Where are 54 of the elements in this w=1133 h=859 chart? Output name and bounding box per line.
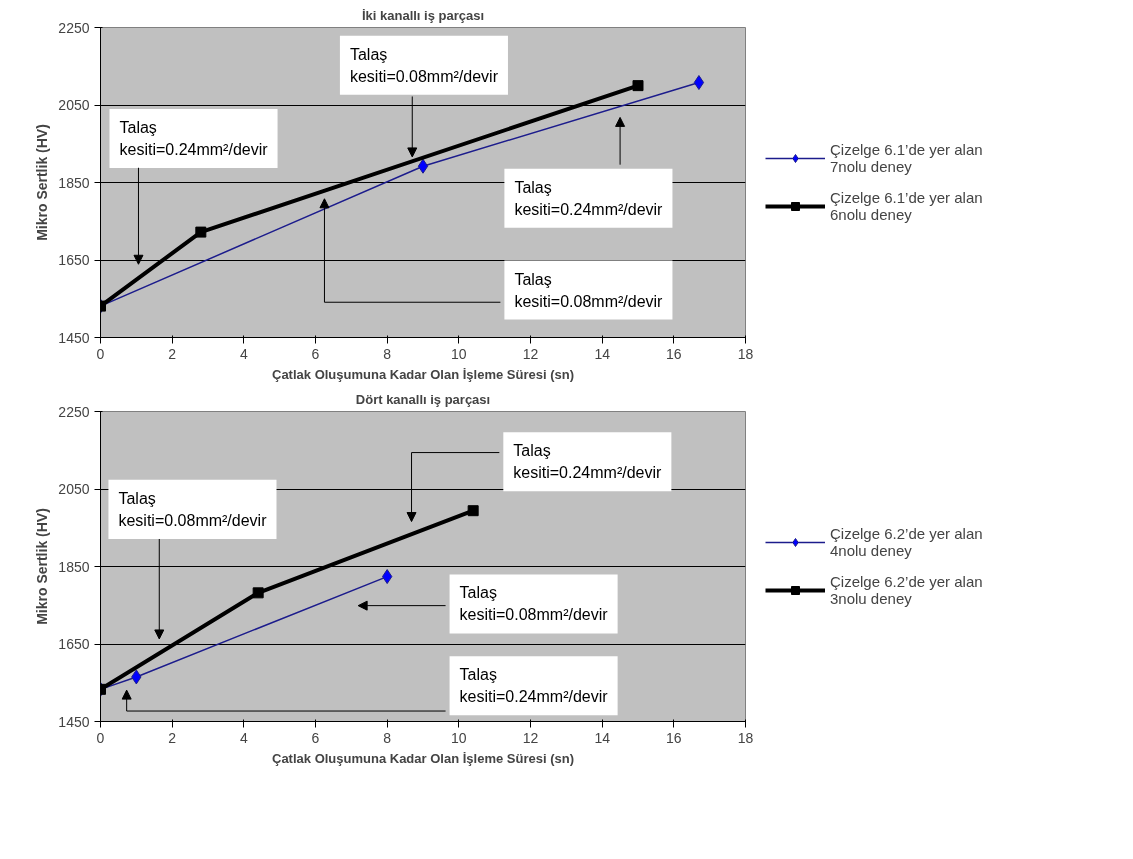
annotation: Talaş kesiti=0.08mm²/devir: [514, 270, 664, 310]
legend-label: Çizelge 6.2’de yer alan 3nolu deney: [830, 573, 983, 607]
annotation: Talaş kesiti=0.08mm²/devir: [118, 489, 268, 529]
x-tick-label: 14: [594, 345, 611, 362]
x-tick-label: 18: [737, 345, 754, 362]
y-tick-label: 1450: [58, 713, 90, 730]
x-tick-label: 16: [666, 729, 682, 746]
x-axis-title: Çatlak Oluşumuna Kadar Olan İşleme Süresi (sn): [272, 750, 574, 766]
y-axis-title: Mikro Sertlik (HV): [34, 124, 51, 241]
x-tick-label: 16: [666, 345, 682, 362]
y-tick-label: 2250: [58, 403, 90, 420]
y-tick-label: 2050: [58, 97, 90, 113]
point: [195, 226, 207, 238]
annotation: Talaş kesiti=0.08mm²/devir: [349, 45, 499, 85]
y-tick-label: 2050: [58, 481, 90, 497]
x-tick-label: 6: [311, 345, 320, 362]
annotation: Talaş kesiti=0.24mm²/devir: [514, 178, 664, 218]
y-tick-label: 2250: [58, 19, 90, 36]
annotation: Talaş kesiti=0.24mm²/devir: [119, 119, 269, 159]
x-tick-label: 4: [239, 345, 248, 362]
x-tick-label: 2: [168, 345, 177, 362]
legend-label: Çizelge 6.1’de yer alan 7nolu deney: [830, 141, 983, 175]
x-tick-label: 8: [383, 729, 392, 746]
x-tick-label: 12: [522, 345, 539, 362]
chart-title: Dört kanallı iş parçası: [355, 391, 491, 407]
annotation: Talaş kesiti=0.24mm²/devir: [513, 442, 663, 482]
point: [632, 80, 644, 92]
y-tick-label: 1850: [58, 174, 90, 191]
x-tick-label: 18: [737, 729, 754, 746]
point: [252, 587, 264, 599]
point: [417, 158, 429, 174]
legend-label: Çizelge 6.1’de yer alan 6nolu deney: [830, 189, 983, 223]
x-tick-label: 10: [451, 729, 467, 746]
x-tick-label: 8: [383, 345, 392, 362]
x-tick-label: 12: [522, 729, 539, 746]
x-tick-label: 14: [594, 729, 611, 746]
point: [467, 505, 479, 517]
x-tick-label: 6: [311, 729, 320, 746]
y-tick-label: 1650: [58, 252, 90, 268]
x-tick-label: 0: [96, 345, 105, 362]
y-tick-label: 1850: [58, 558, 90, 575]
y-axis-title: Mikro Sertlik (HV): [34, 508, 51, 625]
x-axis-title: Çatlak Oluşumuna Kadar Olan İşleme Süresi (sn): [272, 366, 574, 382]
chart-title: İki kanallı iş parçası: [361, 7, 485, 23]
legend-label: Çizelge 6.2’de yer alan 4nolu deney: [830, 525, 983, 559]
x-tick-label: 4: [239, 729, 248, 746]
annotation: Talaş kesiti=0.24mm²/devir: [459, 666, 609, 706]
point: [693, 75, 705, 91]
x-tick-label: 2: [168, 729, 177, 746]
y-tick-label: 1450: [58, 329, 90, 346]
annotation: Talaş kesiti=0.08mm²/devir: [459, 584, 609, 624]
y-tick-label: 1650: [58, 636, 90, 652]
x-tick-label: 10: [451, 345, 467, 362]
x-tick-label: 0: [96, 729, 105, 746]
